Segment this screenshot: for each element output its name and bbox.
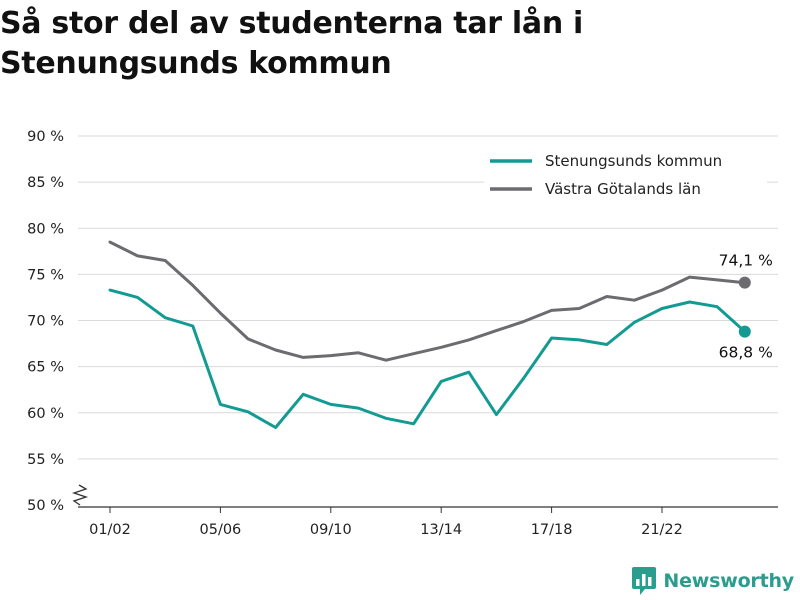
y-axis-tick-labels: 50 % 55 % 60 % 65 % 70 % 75 % 80 % 85 % 90 %	[27, 129, 64, 514]
y-tick-label: 55 %	[27, 452, 64, 468]
newsworthy-logo: Newsworthy	[632, 566, 794, 596]
legend-label: Stenungsunds kommun	[545, 152, 722, 170]
legend-label: Västra Götalands län	[545, 180, 701, 198]
series-line	[108, 240, 747, 362]
end-label: 74,1 %	[719, 252, 773, 270]
series-line	[108, 288, 747, 429]
end-labels: 74,1 % 68,8 %	[719, 252, 773, 362]
chart-title: Så stor del av studenterna tar lån i Ste…	[0, 6, 584, 81]
y-tick-label: 85 %	[27, 175, 64, 191]
legend-background	[484, 144, 767, 206]
y-tick-label: 50 %	[27, 498, 64, 514]
x-tick-label: 01/02	[89, 522, 131, 538]
y-tick-label: 80 %	[27, 221, 64, 237]
x-tick-label: 13/14	[420, 522, 462, 538]
bar-chart-icon	[632, 567, 657, 595]
brand-name: Newsworthy	[663, 570, 794, 592]
y-tick-label: 60 %	[27, 406, 64, 422]
series-lines	[108, 240, 751, 429]
x-axis	[71, 484, 778, 508]
y-tick-label: 70 %	[27, 314, 64, 330]
y-tick-label: 90 %	[27, 129, 64, 145]
x-tick-label: 17/18	[531, 522, 573, 538]
x-tick-label: 05/06	[200, 522, 242, 538]
x-axis-tick-labels: 01/02 05/06 09/10 13/14 17/18 21/22	[89, 507, 683, 538]
end-label: 68,8 %	[719, 344, 773, 362]
legend: Stenungsunds kommun Västra Götalands län	[484, 144, 767, 206]
end-point-marker	[738, 325, 751, 338]
end-point-marker	[738, 276, 751, 289]
x-tick-label: 21/22	[641, 522, 683, 538]
y-tick-label: 65 %	[27, 360, 64, 376]
y-tick-label: 75 %	[27, 267, 64, 283]
x-tick-label: 09/10	[310, 522, 352, 538]
axis-break-marker	[71, 484, 89, 506]
